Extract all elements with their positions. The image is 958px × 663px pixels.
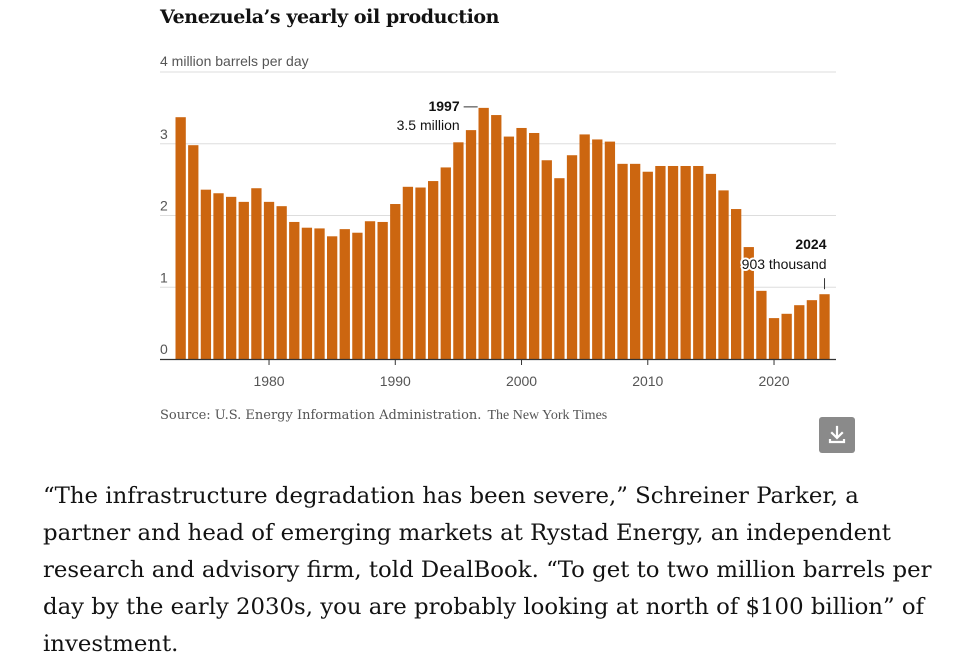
bar (705, 173, 717, 359)
bar (604, 141, 616, 359)
x-tick-label: 2020 (758, 373, 789, 389)
bar (402, 186, 414, 359)
bar (529, 132, 540, 359)
bar (592, 139, 603, 359)
x-tick-label: 2000 (506, 373, 537, 389)
bar (263, 201, 275, 359)
bar-chart: 4 million barrels per day 0 1 2 3 1980 1990 2… (160, 53, 836, 389)
bar (806, 300, 818, 359)
bar (377, 221, 388, 359)
bar (516, 127, 527, 359)
bar (301, 227, 313, 359)
y-tick-label: 1 (160, 269, 168, 285)
bar (491, 115, 502, 359)
bar (667, 165, 679, 359)
bar (617, 163, 628, 359)
bar (428, 181, 439, 359)
bars (175, 107, 830, 359)
y-tick-label: 2 (160, 198, 168, 214)
bar (465, 130, 477, 359)
bar (200, 189, 212, 359)
credit-text: The New York Times (487, 408, 608, 423)
bar (819, 294, 830, 359)
download-button[interactable] (819, 417, 855, 453)
bar (213, 193, 224, 359)
bar (327, 236, 338, 359)
bar (541, 160, 552, 359)
bar (453, 142, 464, 359)
bar (251, 188, 262, 359)
bar (756, 290, 767, 359)
bar (226, 196, 237, 359)
bar (642, 171, 653, 359)
source-line: Source: U.S. Energy Information Administ… (160, 408, 607, 424)
y-tick-label: 0 (160, 341, 168, 357)
bar (188, 145, 199, 359)
bar (680, 165, 691, 359)
bar (352, 232, 363, 359)
bar (731, 209, 742, 359)
bar (339, 229, 350, 359)
bar (718, 190, 729, 359)
source-text: Source: U.S. Energy Information Administ… (160, 408, 482, 423)
bar (655, 165, 666, 359)
bar (415, 187, 426, 359)
bar (794, 305, 805, 359)
x-axis: 1980 1990 2000 2010 2020 (160, 358, 836, 389)
bar (440, 167, 451, 359)
bar (289, 221, 300, 359)
bar (276, 206, 287, 359)
bar (390, 204, 401, 359)
chart-title: Venezuela’s yearly oil production (160, 6, 500, 28)
x-tick-label: 1990 (380, 373, 411, 389)
bar (364, 221, 376, 359)
bar (554, 178, 565, 359)
annotation-year-1997: 1997 (428, 98, 459, 114)
annotation-value-1997: 3.5 million (397, 117, 460, 133)
x-tick-label: 2010 (632, 373, 663, 389)
bar (693, 165, 704, 359)
y-axis-unit-label: 4 million barrels per day (160, 53, 309, 69)
annotations: 1997 3.5 million 903 thousand 2024 (397, 98, 829, 290)
bar (314, 228, 325, 359)
bar (768, 318, 780, 359)
bar (630, 163, 641, 359)
bar (566, 155, 578, 359)
article-paragraph: “The infrastructure degradation has been… (43, 483, 932, 657)
bar (175, 117, 186, 359)
y-tick-label: 3 (160, 126, 168, 142)
bar (781, 313, 792, 359)
download-icon (828, 425, 846, 444)
annotation-value-2024: 903 thousand (742, 256, 827, 272)
bar (579, 134, 590, 359)
bar (478, 107, 489, 359)
x-tick-label: 1980 (253, 373, 284, 389)
annotation-year-2024: 2024 (795, 236, 826, 252)
bar (743, 247, 754, 359)
bar (238, 201, 249, 359)
bar (503, 136, 515, 359)
